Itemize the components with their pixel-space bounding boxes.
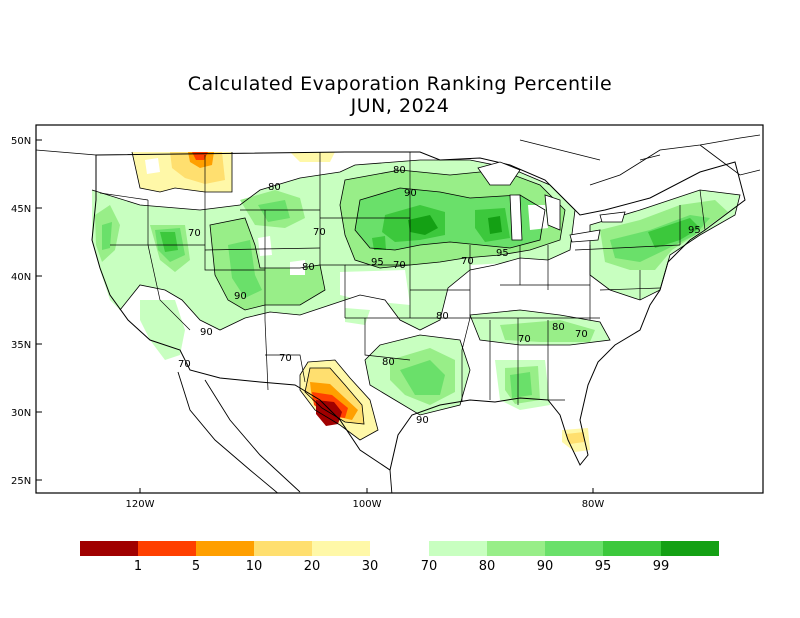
contour-label: 80 (302, 262, 315, 273)
legend-label: 30 (362, 559, 379, 574)
legend-swatch (196, 541, 254, 556)
contour-label: 70 (279, 353, 292, 364)
legend-label: 90 (537, 559, 554, 574)
contour-label: 70 (461, 256, 474, 267)
lat-label: 25N (11, 476, 31, 487)
legend-swatch (545, 541, 603, 556)
lat-label: 45N (11, 204, 31, 215)
lon-label: 100W (353, 499, 382, 510)
legend-label: 20 (304, 559, 321, 574)
legend-swatch (661, 541, 719, 556)
lat-label: 50N (11, 136, 31, 147)
legend-label: 99 (653, 559, 670, 574)
legend-label: 1 (134, 559, 142, 574)
lat-axis: 50N 45N 40N 35N 30N 25N (11, 136, 42, 487)
contour-label: 90 (404, 188, 417, 199)
contour-label: 70 (313, 227, 326, 238)
canada-coast (36, 134, 761, 186)
legend-swatch (487, 541, 545, 556)
contour-label: 90 (416, 415, 429, 426)
lon-label: 120W (126, 499, 155, 510)
map-title: Calculated Evaporation Ranking Percentil… (187, 73, 613, 95)
legend-swatch (138, 541, 196, 556)
lon-label: 80W (582, 499, 605, 510)
map-plot-area (36, 134, 761, 493)
legend-swatch (312, 541, 370, 556)
contour-label: 80 (436, 311, 449, 322)
legend-label: 70 (421, 559, 438, 574)
contour-label: 70 (178, 359, 191, 370)
legend-swatch (603, 541, 661, 556)
contour-label: 70 (393, 260, 406, 271)
contour-label: 70 (518, 334, 531, 345)
dry-region-texas (300, 360, 378, 440)
contour-label: 90 (200, 327, 213, 338)
great-lakes (477, 161, 626, 243)
map-frame (35, 124, 764, 494)
contour-label: 80 (382, 357, 395, 368)
lat-label: 40N (11, 272, 31, 283)
lat-label: 30N (11, 408, 31, 419)
lon-axis: 120W 100W 80W (126, 488, 605, 510)
contour-labels: 80 90 70 70 80 90 95 70 70 95 95 80 90 8… (178, 165, 701, 426)
legend-swatch (429, 541, 487, 556)
lat-label: 35N (11, 340, 31, 351)
map-subtitle: JUN, 2024 (350, 95, 450, 117)
contour-label: 70 (188, 228, 201, 239)
contour-label: 95 (688, 225, 701, 236)
us-outline (91, 151, 746, 471)
legend-label: 10 (246, 559, 263, 574)
mexico-outline (177, 371, 393, 493)
contour-label: 80 (268, 182, 281, 193)
contour-label: 80 (552, 322, 565, 333)
legend-swatch (254, 541, 312, 556)
wet-99 (408, 215, 502, 235)
legend-swatch (80, 541, 138, 556)
legend-label: 95 (595, 559, 612, 574)
contour-label: 90 (234, 291, 247, 302)
contour-label: 95 (371, 257, 384, 268)
contour-label: 70 (575, 329, 588, 340)
legend-label: 5 (192, 559, 200, 574)
contour-label: 80 (393, 165, 406, 176)
legend-label: 80 (479, 559, 496, 574)
legend: 1 5 10 20 30 70 80 90 95 99 (80, 541, 719, 574)
state-borders (99, 152, 706, 405)
contour-label: 95 (496, 248, 509, 259)
